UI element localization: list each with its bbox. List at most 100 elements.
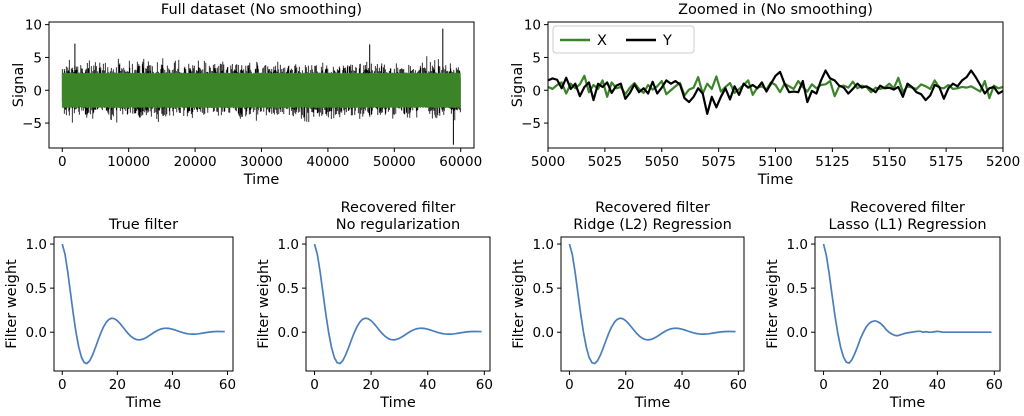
axes-frame <box>53 236 234 372</box>
y-tick-label: 0 <box>532 83 541 99</box>
x-tick-label: 10000 <box>107 154 150 170</box>
x-tick-label: 20 <box>617 377 634 393</box>
panel-title: Recovered filter No regularization <box>336 200 460 233</box>
y-axis-label: Filter weight <box>256 259 272 349</box>
y-tick-label: 0.0 <box>787 325 808 341</box>
panel-title-line: True filter <box>108 217 178 233</box>
y-tick-label: 0.5 <box>26 281 47 297</box>
x-axis-label: Time <box>243 172 280 188</box>
panel-1: 5000 5025 5050 5075 5100 5125 5150 5175 5200 −5 0 5… <box>510 2 1020 188</box>
y-axis-label: Filter weight <box>765 259 781 349</box>
x-tick-label: 60 <box>986 377 1003 393</box>
y-tick-label: 10 <box>524 18 541 34</box>
x-tick-label: 40 <box>673 377 690 393</box>
plot-area <box>61 243 225 365</box>
x-axis-label: Time <box>757 172 794 188</box>
x-tick-label: 20000 <box>174 154 217 170</box>
y-axis-label: Filter weight <box>511 259 527 349</box>
y-tick-label: 5 <box>532 50 541 66</box>
panel-title-line: Recovered filter <box>850 200 965 216</box>
panel-title: Full dataset (No smoothing) <box>161 2 362 18</box>
panel-2: 0 20 40 60 0.0 0.5 1.0 Time Filter weight True fi… <box>4 217 236 411</box>
x-axis-label: Time <box>634 395 671 411</box>
x-tick-label: 20 <box>109 377 126 393</box>
x-tick-label: 0 <box>58 154 67 170</box>
y-tick-label: 0.5 <box>533 281 554 297</box>
x-tick-label: 40 <box>419 377 436 393</box>
series-X-line <box>61 72 461 108</box>
plot-area <box>822 243 992 364</box>
plot-area <box>313 243 482 365</box>
y-axis-label: Signal <box>11 63 27 108</box>
x-tick-label: 40 <box>929 377 946 393</box>
panel-5: 0 20 40 60 0.0 0.5 1.0 Time Filter weight Recover… <box>765 200 1003 411</box>
series-filter-line <box>313 243 482 365</box>
x-tick-label: 0 <box>58 377 67 393</box>
plot-area <box>61 28 461 145</box>
x-tick-label: 60 <box>219 377 236 393</box>
x-tick-label: 60 <box>730 377 747 393</box>
x-tick-label: 60 <box>476 377 493 393</box>
x-axis-label: Time <box>889 395 926 411</box>
series-filter-line <box>61 243 225 365</box>
legend-label: X <box>597 33 607 49</box>
x-tick-label: 5175 <box>929 154 963 170</box>
y-tick-label: 0.0 <box>533 325 554 341</box>
series-filter-line <box>568 243 736 365</box>
y-tick-label: 0.5 <box>278 281 299 297</box>
axes-frame <box>560 236 745 372</box>
panel-title-line: Recovered filter <box>341 200 456 216</box>
x-axis-label: Time <box>125 395 162 411</box>
y-tick-label: 10 <box>25 18 42 34</box>
x-tick-label: 60000 <box>439 154 482 170</box>
panel-title-line: No regularization <box>336 217 460 233</box>
x-tick-label: 0 <box>310 377 319 393</box>
x-axis-label: Time <box>379 395 416 411</box>
y-axis-label: Filter weight <box>4 259 20 349</box>
series-Y-line <box>548 69 1003 115</box>
panel-4: 0 20 40 60 0.0 0.5 1.0 Time Filter weight Recover… <box>511 200 747 411</box>
panel-title-line: Recovered filter <box>595 200 710 216</box>
series-Y-spikes <box>74 28 454 145</box>
plot-area <box>548 69 1003 115</box>
x-tick-label: 5200 <box>986 154 1020 170</box>
panel-0: 0 10000 20000 30000 40000 50000 60000 −5 0 5 10 Tim… <box>11 2 482 188</box>
x-tick-label: 0 <box>565 377 574 393</box>
y-tick-label: 5 <box>33 50 42 66</box>
x-tick-label: 5050 <box>645 154 679 170</box>
axes-frame <box>305 236 491 372</box>
y-tick-label: 0.0 <box>278 325 299 341</box>
x-tick-label: 20 <box>872 377 889 393</box>
y-tick-label: −5 <box>22 116 42 132</box>
y-tick-label: 0.5 <box>787 281 808 297</box>
x-tick-label: 20 <box>363 377 380 393</box>
x-tick-label: 0 <box>819 377 828 393</box>
x-tick-label: 5000 <box>531 154 565 170</box>
x-tick-label: 30000 <box>240 154 283 170</box>
axes-frame <box>814 236 1001 372</box>
y-tick-label: 0 <box>33 83 42 99</box>
panel-title: Recovered filter Ridge (L2) Regression <box>573 200 732 233</box>
panel-title: True filter <box>108 217 178 233</box>
x-tick-label: 40 <box>164 377 181 393</box>
series-filter-line <box>822 243 992 364</box>
y-tick-label: 0.0 <box>26 325 47 341</box>
x-tick-label: 5125 <box>815 154 849 170</box>
x-tick-label: 5150 <box>872 154 906 170</box>
x-tick-label: 5025 <box>588 154 622 170</box>
x-tick-label: 5100 <box>758 154 792 170</box>
x-tick-label: 5075 <box>701 154 735 170</box>
y-tick-label: −5 <box>521 116 541 132</box>
panel-3: 0 20 40 60 0.0 0.5 1.0 Time Filter weight Recover… <box>256 200 493 411</box>
x-tick-label: 40000 <box>306 154 349 170</box>
y-tick-label: 1.0 <box>533 237 554 253</box>
plot-area <box>568 243 736 365</box>
panel-title: Recovered filter Lasso (L1) Regression <box>828 200 986 233</box>
y-tick-label: 1.0 <box>26 237 47 253</box>
x-tick-label: 50000 <box>373 154 416 170</box>
legend-label: Y <box>662 33 672 49</box>
panel-title-line: Full dataset (No smoothing) <box>161 2 362 18</box>
legend-box <box>552 25 695 54</box>
y-tick-label: 1.0 <box>787 237 808 253</box>
